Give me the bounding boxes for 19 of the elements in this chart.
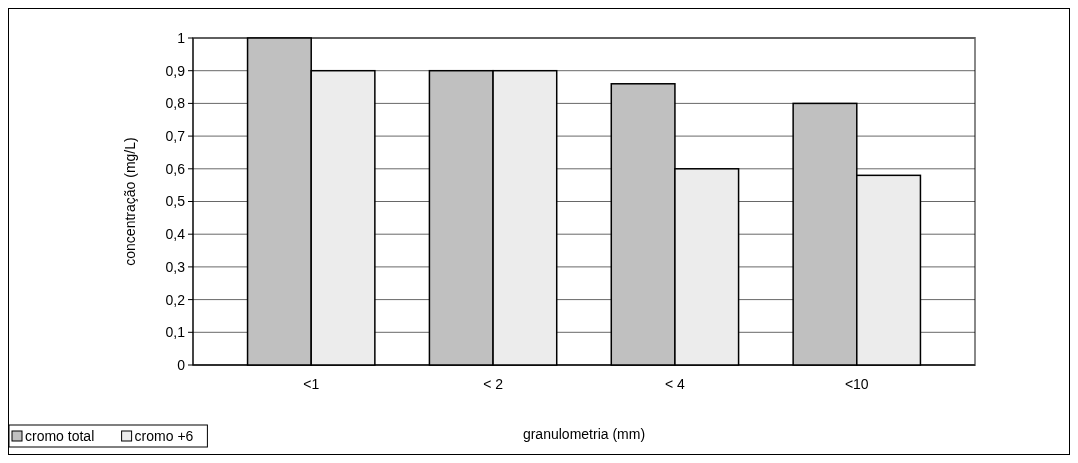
x-tick-label: <10 <box>844 376 869 392</box>
y-tick-label: 0,9 <box>165 62 186 79</box>
x-tick-label: <1 <box>303 376 320 392</box>
y-tick-label: 0,4 <box>165 226 186 243</box>
y-tick-label: 0 <box>177 356 186 373</box>
y-tick-label: 0,8 <box>165 95 186 112</box>
x-axis-title: granulometria (mm) <box>522 426 646 442</box>
y-tick-label: 0,6 <box>165 160 186 177</box>
x-tick-label: < 2 <box>483 376 504 392</box>
y-tick-label: 0,7 <box>165 128 186 144</box>
y-tick-label: 0,2 <box>165 291 186 308</box>
y-tick-label: 0,3 <box>165 258 186 275</box>
y-tick-label: 0,1 <box>165 324 186 341</box>
y-tick-label: 0,5 <box>165 193 186 210</box>
legend-label: cromo total <box>25 428 95 444</box>
legend-label: cromo +6 <box>134 428 194 444</box>
x-tick-label: < 4 <box>665 376 686 392</box>
y-axis-title: concentração (mg/L) <box>122 137 138 266</box>
y-tick-label: 1 <box>177 29 186 46</box>
